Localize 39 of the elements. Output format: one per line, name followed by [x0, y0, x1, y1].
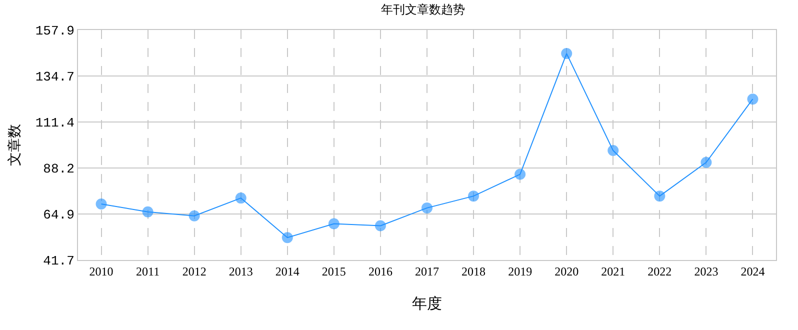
y-tick-label: 88.2 [43, 162, 74, 177]
x-tick-label: 2015 [322, 264, 346, 278]
x-tick-label: 2013 [228, 264, 253, 278]
point [422, 202, 432, 214]
chart-title: 年刊文章数趋势 [380, 2, 465, 16]
x-tick-label: 2022 [648, 264, 672, 278]
y-tick-label: 64.9 [43, 208, 74, 223]
point [514, 168, 526, 180]
x-axis-title: 年度 [412, 294, 442, 312]
point [747, 94, 758, 105]
x-tick-label: 2019 [508, 264, 532, 278]
x-tick-label: 2021 [601, 264, 626, 278]
x-tick-label: 2017 [415, 264, 439, 278]
point [654, 190, 666, 202]
y-tick-label: 157.9 [35, 24, 74, 39]
point [608, 145, 619, 156]
x-tick-label: 2012 [182, 264, 206, 278]
point [561, 48, 572, 60]
y-tick-label: 41.7 [43, 254, 74, 269]
point [142, 206, 154, 218]
x-tick-label: 2024 [740, 264, 765, 278]
x-tick-label: 2020 [554, 264, 579, 278]
y-tick-label: 134.7 [35, 69, 74, 84]
point [188, 210, 200, 222]
point [374, 220, 386, 232]
point [235, 192, 246, 204]
point [328, 218, 340, 230]
point [468, 190, 480, 202]
point [282, 232, 293, 244]
x-tick-label: 2011 [136, 264, 160, 278]
x-tick-label: 2016 [368, 264, 392, 278]
point [96, 198, 107, 210]
x-tick-label: 2014 [275, 264, 300, 278]
y-axis-title: 文章数 [6, 124, 23, 166]
x-tick-label: 2010 [89, 264, 114, 278]
x-tick-label: 2023 [694, 264, 718, 278]
y-tick-label: 111.4 [35, 116, 75, 131]
x-tick-label: 2018 [462, 264, 486, 278]
point [700, 156, 712, 168]
